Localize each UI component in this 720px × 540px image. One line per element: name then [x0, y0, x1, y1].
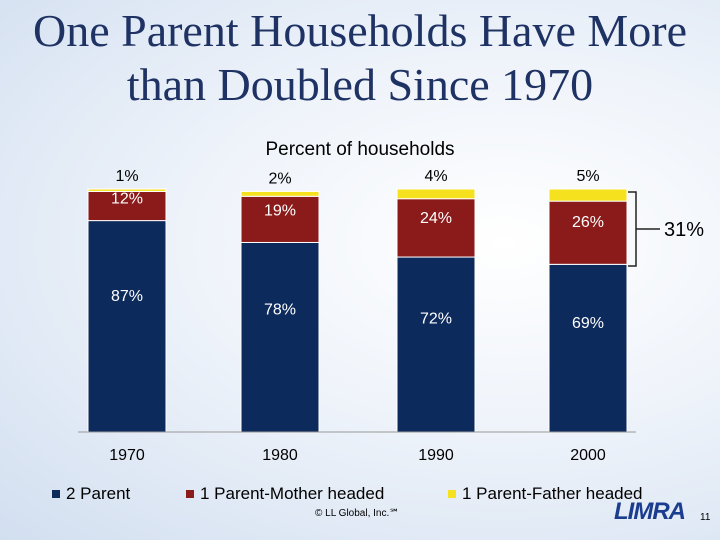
limra-logo: LIMRA — [614, 498, 686, 525]
x-tick-label-1980: 1980 — [262, 447, 298, 464]
label-2-parent-1970: 87% — [111, 288, 143, 305]
copyright-notice: © LL Global, Inc.℠ — [315, 508, 400, 519]
bar-segment-2-parent-1990 — [396, 256, 476, 433]
label-mother-headed-1990: 24% — [420, 210, 452, 227]
x-tick-label-1990: 1990 — [418, 447, 454, 464]
annotation-label: 31% — [664, 219, 704, 241]
bar-segment-1-parent-mother-headed-1970 — [87, 190, 167, 222]
label-2-parent-2000: 69% — [572, 315, 604, 332]
chart-subtitle: Percent of households — [265, 139, 454, 160]
label-mother-headed-2000: 26% — [572, 214, 604, 231]
annotation-bracket — [628, 191, 637, 267]
label-2-parent-1990: 72% — [420, 311, 452, 328]
bar-segment-1-parent-mother-headed-1980 — [240, 195, 320, 243]
label-father-headed-1990: 4% — [424, 168, 447, 185]
x-tick-label-1970: 1970 — [109, 447, 145, 464]
x-tick-label-2000: 2000 — [570, 447, 606, 464]
page-number: 11 — [700, 512, 711, 523]
label-father-headed-1980: 2% — [268, 170, 291, 187]
legend-swatch — [52, 490, 60, 498]
label-2-parent-1980: 78% — [264, 301, 296, 318]
legend-item-2-parent: 2 Parent — [52, 484, 130, 504]
legend-swatch — [448, 490, 456, 498]
legend-swatch — [186, 490, 194, 498]
slide-title: One Parent Households Have More than Dou… — [0, 4, 720, 112]
legend-label: 1 Parent-Father headed — [462, 484, 643, 503]
legend-label: 2 Parent — [66, 484, 131, 503]
legend-item-father-headed: 1 Parent-Father headed — [448, 484, 643, 504]
label-father-headed-2000: 5% — [576, 168, 599, 185]
legend-label: 1 Parent-Mother headed — [200, 484, 385, 503]
bar-segment-1-parent-father-headed-1980 — [240, 190, 320, 197]
label-mother-headed-1970: 12% — [111, 191, 143, 208]
label-mother-headed-1980: 19% — [264, 203, 296, 220]
label-father-headed-1970: 1% — [115, 168, 138, 185]
bar-segment-1-parent-mother-headed-2000 — [548, 200, 628, 265]
bar-segment-1-parent-father-headed-2000 — [548, 188, 628, 202]
bar-segment-1-parent-mother-headed-1990 — [396, 198, 476, 258]
bar-segment-2-parent-1980 — [240, 241, 320, 433]
bar-segment-2-parent-2000 — [548, 263, 628, 433]
bar-segment-1-parent-father-headed-1970 — [87, 188, 167, 192]
title-line-1: One Parent Households Have More — [32, 5, 688, 56]
bar-segment-1-parent-father-headed-1990 — [396, 188, 476, 200]
legend-item-mother-headed: 1 Parent-Mother headed — [186, 484, 384, 504]
bar-segment-2-parent-1970 — [87, 220, 167, 433]
title-line-2: than Doubled Since 1970 — [126, 59, 594, 110]
